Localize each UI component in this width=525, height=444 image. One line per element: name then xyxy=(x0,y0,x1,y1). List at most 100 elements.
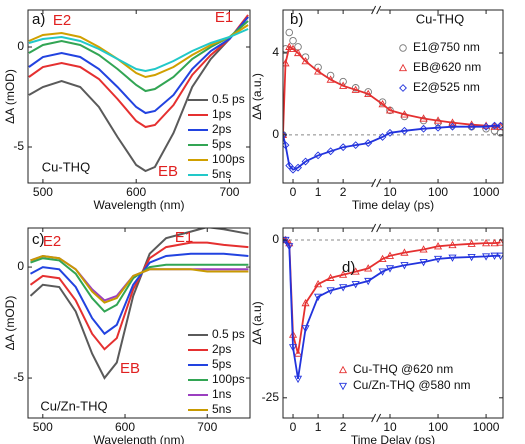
marker xyxy=(339,143,348,152)
axis-break-gap xyxy=(373,416,380,420)
legend-label: 0.5 ps xyxy=(212,327,245,341)
y-axis-label: ΔA (a.u) xyxy=(250,301,264,344)
x-axis-label: Time delay (ps) xyxy=(352,198,434,212)
annotation: Cu-THQ xyxy=(416,11,464,26)
panel: 500 600 700 0 -5 Wavelength (nm) ΔA (mOD) a) E2 E… xyxy=(3,9,251,212)
spectrum-line xyxy=(28,24,249,79)
marker xyxy=(326,147,335,156)
fit-line xyxy=(283,239,501,354)
x-axis-label: Wavelength (nm) xyxy=(94,433,185,444)
x-tick-label: 1000 xyxy=(473,420,500,434)
y-tick-label: -5 xyxy=(13,139,24,153)
marker xyxy=(496,252,503,261)
spectrum-line xyxy=(30,257,249,313)
marker xyxy=(285,42,294,50)
marker xyxy=(490,252,499,261)
marker xyxy=(378,132,387,141)
marker xyxy=(419,124,428,133)
x-tick-label: 0 xyxy=(290,185,297,199)
annotation: E1 xyxy=(175,229,193,246)
marker xyxy=(434,123,442,132)
marker xyxy=(364,277,373,286)
marker xyxy=(283,59,290,67)
legend-label: Cu/Zn-THQ @580 nm xyxy=(353,378,471,392)
marker xyxy=(293,375,303,384)
marker xyxy=(398,63,408,72)
marker xyxy=(326,287,335,295)
x-tick-label: 100 xyxy=(428,420,448,434)
panel-label: c) xyxy=(32,231,45,248)
marker xyxy=(288,44,298,52)
panel: 0 1 2 10 100 1000 0 -25 Time Delay (ps) ΔA (a.u) d… xyxy=(250,223,504,444)
annotation: E1 xyxy=(215,9,233,26)
annotation: E2 xyxy=(53,12,71,29)
marker xyxy=(339,284,348,292)
marker xyxy=(448,254,457,262)
marker xyxy=(351,267,360,275)
axis-break xyxy=(376,413,382,423)
marker xyxy=(338,365,348,374)
spectrum-line xyxy=(28,16,249,115)
marker xyxy=(301,56,310,65)
marker xyxy=(448,122,457,131)
axis-break-gap xyxy=(373,8,380,12)
x-tick-label: 500 xyxy=(33,185,53,199)
x-tick-label: 10 xyxy=(383,420,397,434)
marker xyxy=(293,48,303,57)
spectrum-line xyxy=(28,14,249,129)
legend-label: 2ps xyxy=(212,122,231,136)
marker xyxy=(301,325,310,333)
axis-break xyxy=(371,178,377,188)
frame xyxy=(282,9,504,184)
x-tick-label: 1 xyxy=(315,420,322,434)
y-axis-label: ΔA (mOD) xyxy=(3,296,17,351)
x-tick-label: 10 xyxy=(383,185,397,199)
legend-label: 5ns xyxy=(212,167,231,181)
x-axis-label: Wavelength (nm) xyxy=(94,198,185,212)
annotation: EB xyxy=(120,360,140,377)
y-tick-label: -5 xyxy=(13,370,24,384)
marker xyxy=(467,253,476,262)
axis-break-gap xyxy=(373,181,380,185)
legend-label: 0.5 ps xyxy=(212,92,245,106)
x-tick-label: 500 xyxy=(33,420,53,434)
marker xyxy=(433,242,443,250)
legend-label: E1@750 nm xyxy=(413,40,480,54)
marker xyxy=(339,270,348,278)
marker xyxy=(314,293,323,302)
marker xyxy=(285,243,294,251)
marker xyxy=(496,238,503,246)
marker xyxy=(351,141,360,150)
x-tick-label: 600 xyxy=(126,185,146,199)
marker xyxy=(301,157,310,166)
marker xyxy=(326,273,335,281)
spectrum-line xyxy=(28,20,249,93)
marker xyxy=(285,161,294,170)
marker xyxy=(314,279,323,288)
y-tick-label: -25 xyxy=(262,390,280,404)
marker xyxy=(490,121,499,130)
axis-break xyxy=(371,413,377,423)
y-tick-label: 0 xyxy=(272,232,279,246)
y-tick-label: 0 xyxy=(272,127,279,141)
x-tick-label: 0 xyxy=(290,420,297,434)
marker xyxy=(448,118,457,126)
marker xyxy=(419,258,428,267)
annotation: Cu/Zn-THQ xyxy=(40,398,107,413)
marker xyxy=(385,251,395,259)
legend-label: 2ps xyxy=(212,342,231,356)
y-tick-label: 0 xyxy=(17,259,24,273)
marker xyxy=(314,67,323,75)
x-axis-label: Time Delay (ps) xyxy=(351,433,435,444)
marker xyxy=(293,349,303,357)
legend-label: 5ps xyxy=(212,357,231,371)
marker xyxy=(326,75,335,83)
panel-label: a) xyxy=(32,11,45,28)
legend-label: 1ps xyxy=(212,107,231,121)
axis-break-gap xyxy=(373,226,380,230)
x-tick-label: 2 xyxy=(340,420,347,434)
plot-area xyxy=(28,14,249,173)
marker xyxy=(385,265,395,273)
fit-line xyxy=(283,124,501,171)
